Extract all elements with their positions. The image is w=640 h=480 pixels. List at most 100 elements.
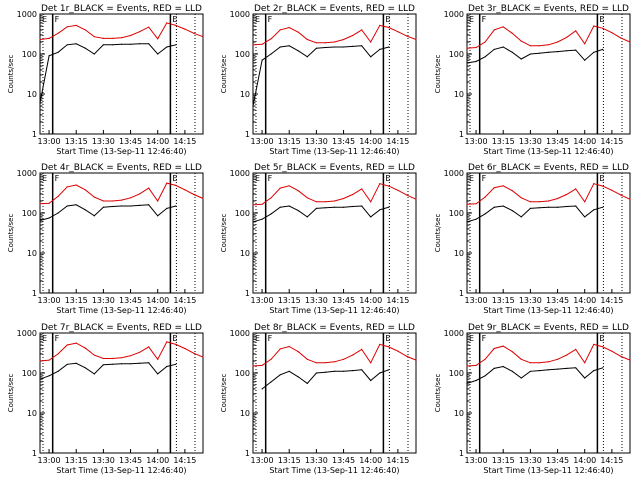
lld-point <box>352 193 354 196</box>
lld-point <box>529 45 532 47</box>
lld-point <box>148 26 150 28</box>
marker-label-e: E <box>385 174 390 183</box>
events-point <box>130 363 132 365</box>
lld-point <box>148 346 150 348</box>
events-point <box>139 204 141 206</box>
events-point <box>566 205 568 208</box>
lld-point <box>166 22 168 24</box>
y-axis-label: Counts/sec <box>220 374 228 413</box>
lld-point <box>270 197 272 199</box>
lld-point <box>193 32 195 34</box>
lld-point <box>566 193 568 196</box>
lld-point <box>602 27 604 29</box>
lld-point <box>279 348 281 350</box>
lld-point <box>120 357 123 359</box>
lld-point <box>415 198 417 200</box>
lld-point <box>611 350 613 352</box>
lld-point <box>120 37 123 39</box>
lld-point <box>493 29 495 31</box>
x-axis-label: Start Time (13-Sep-11 12:46:40) <box>483 466 613 475</box>
x-tick-label: 13:15 <box>278 296 301 305</box>
lld-point <box>557 41 559 43</box>
lld-point <box>39 360 41 362</box>
lld-point <box>57 195 59 197</box>
y-tick-label: 1 <box>32 289 37 298</box>
plot-frame <box>466 172 631 294</box>
plot-frame <box>252 332 417 454</box>
lld-point <box>297 351 299 353</box>
events-point <box>57 370 59 372</box>
lld-point <box>252 204 254 206</box>
events-point <box>288 205 290 207</box>
events-point <box>279 374 281 376</box>
x-tick-label: 13:45 <box>332 296 355 305</box>
x-tick-label: 14:15 <box>600 456 623 465</box>
events-point <box>279 46 281 48</box>
marker-label-e: E <box>255 174 260 183</box>
x-tick-label: 14:15 <box>173 296 196 305</box>
lld-point <box>324 362 326 364</box>
x-tick-label: 13:15 <box>65 456 88 465</box>
lld-point <box>397 31 399 33</box>
x-tick-label: 13:45 <box>546 296 569 305</box>
events-point <box>361 369 363 371</box>
chart-title: Det 2r_BLACK = Events, RED = LLD <box>254 4 415 14</box>
x-tick-label: 13:45 <box>119 137 142 146</box>
lld-point <box>84 29 86 31</box>
chart-panel-3: Det 3r_BLACK = Events, RED = LLD 1 10 100 10… <box>434 4 631 156</box>
events-point <box>148 204 150 206</box>
lld-point <box>388 26 390 29</box>
y-tick-label: 10 <box>454 409 464 418</box>
marker-label-e: E <box>385 334 390 343</box>
lld-point <box>361 188 363 190</box>
lld-point <box>475 46 477 49</box>
x-tick-label: 13:15 <box>65 296 88 305</box>
events-point <box>39 219 41 222</box>
events-point <box>66 44 68 46</box>
y-tick-label: 100 <box>235 209 250 218</box>
lld-point <box>306 358 308 360</box>
lld-point <box>184 189 186 191</box>
lld-point <box>415 38 417 41</box>
events-point <box>379 372 381 374</box>
y-tick-label: 1 <box>32 449 37 458</box>
events-point <box>315 207 317 209</box>
y-tick-label: 1 <box>459 449 464 458</box>
events-point <box>93 53 95 55</box>
lld-point <box>361 348 363 350</box>
events-point <box>529 53 532 55</box>
x-tick-label: 13:15 <box>492 296 515 305</box>
events-point <box>175 205 177 207</box>
x-tick-label: 13:15 <box>492 137 515 146</box>
lld-point <box>157 38 159 40</box>
events-point <box>333 370 336 372</box>
events-point <box>252 105 254 107</box>
lld-point <box>39 203 41 205</box>
lld-point <box>620 355 622 357</box>
lld-point <box>538 362 541 364</box>
events-point <box>388 206 390 208</box>
events-point <box>475 379 477 382</box>
events-point <box>84 367 86 369</box>
series-lld-line <box>466 343 631 367</box>
lld-point <box>315 362 317 364</box>
events-point <box>120 205 123 207</box>
events-point <box>593 51 595 53</box>
lld-point <box>157 358 159 360</box>
chart-title: Det 4r_BLACK = Events, RED = LLD <box>41 163 202 173</box>
lld-point <box>306 197 308 199</box>
events-point <box>297 50 299 52</box>
events-point <box>333 206 336 208</box>
events-point <box>148 362 150 364</box>
y-axis-label: Counts/sec <box>7 214 15 253</box>
x-tick-label: 14:00 <box>573 456 596 465</box>
x-tick-label: 14:15 <box>173 456 196 465</box>
lld-point <box>175 24 177 26</box>
lld-point <box>279 29 281 31</box>
lld-point <box>520 197 522 199</box>
x-tick-label: 13:30 <box>305 137 328 146</box>
plot-frame <box>252 13 417 135</box>
x-tick-label: 14:00 <box>359 456 382 465</box>
lld-point <box>511 190 513 192</box>
